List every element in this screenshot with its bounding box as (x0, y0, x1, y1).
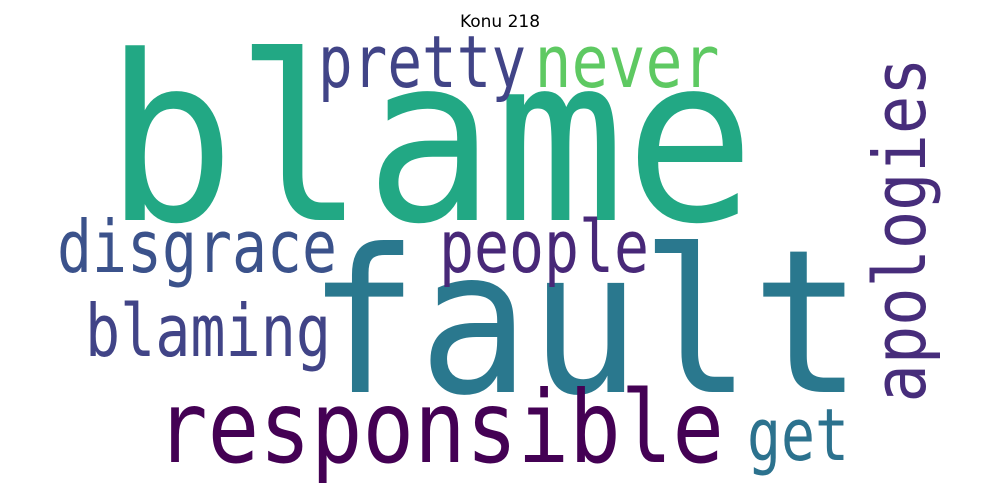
word-people: people (439, 205, 649, 289)
word-blaming: blaming (85, 289, 331, 373)
word-apologies: apologies (858, 58, 942, 403)
word-disgrace: disgrace (57, 205, 337, 289)
word-responsible: responsible (156, 369, 724, 486)
word-fault: fault (308, 207, 863, 440)
word-blame: blame (105, 8, 755, 275)
word-pretty: pretty (318, 20, 526, 104)
word-get: get (747, 393, 849, 477)
word-never: never (535, 20, 720, 104)
chart-title: Konu 218 (459, 12, 541, 32)
